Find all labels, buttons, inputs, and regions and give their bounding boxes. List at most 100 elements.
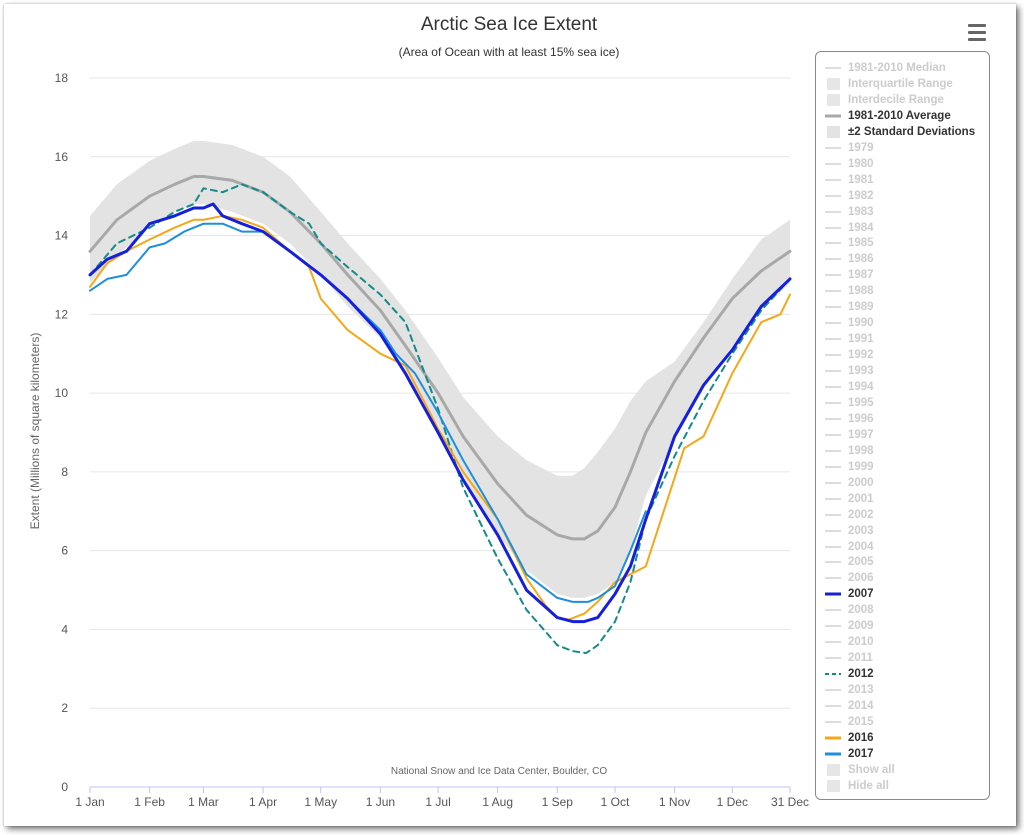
legend-item-label: 2012 <box>848 668 874 681</box>
legend-item[interactable]: 1981-2010 Median <box>824 60 946 76</box>
legend-item-label: 1982 <box>848 189 874 202</box>
legend-line-icon <box>824 525 842 537</box>
legend-line-icon <box>824 493 842 505</box>
legend-item-label: 1980 <box>848 157 874 170</box>
x-tick-label: 1 Jul <box>425 795 450 809</box>
legend-item[interactable]: 1981 <box>824 172 874 188</box>
legend-item[interactable]: 1987 <box>824 267 874 283</box>
x-tick-label: 1 Oct <box>601 795 630 809</box>
legend-item[interactable]: 2009 <box>824 618 874 634</box>
legend-item[interactable]: 1990 <box>824 315 874 331</box>
series-line-2007 <box>88 202 792 624</box>
legend-item[interactable]: 2002 <box>824 507 874 523</box>
legend-item[interactable]: 2011 <box>824 650 873 666</box>
legend-item[interactable]: 2014 <box>824 698 874 714</box>
legend-line-icon <box>824 190 842 202</box>
chart-credit: National Snow and Ice Data Center, Bould… <box>391 766 607 777</box>
legend-item[interactable]: 2008 <box>824 602 874 618</box>
legend-item-label: Show all <box>848 763 895 776</box>
legend-line-icon <box>824 477 842 489</box>
legend-line-icon <box>824 253 842 265</box>
legend-item[interactable]: 2015 <box>824 714 874 730</box>
legend-line-icon <box>824 349 842 361</box>
legend-item[interactable]: Interdecile Range <box>824 92 944 108</box>
legend-item[interactable]: 1996 <box>824 411 874 427</box>
legend-line-icon <box>824 556 842 568</box>
legend-item[interactable]: 1992 <box>824 347 874 363</box>
legend-item[interactable]: 2004 <box>824 539 874 555</box>
legend-item-label: 2013 <box>848 684 874 697</box>
x-tick-label: 1 Jan <box>75 795 104 809</box>
legend-item[interactable]: 2006 <box>824 570 874 586</box>
series-line-2012 <box>89 183 791 655</box>
y-tick-label: 10 <box>55 386 69 400</box>
legend-item-label: 1992 <box>848 349 874 362</box>
legend-item[interactable]: Hide all <box>824 778 889 794</box>
legend-item[interactable]: 1984 <box>824 220 874 236</box>
legend-item[interactable]: 1985 <box>824 235 874 251</box>
legend-line-icon <box>824 748 842 760</box>
legend-box-icon <box>824 77 842 90</box>
legend-line-icon <box>824 333 842 345</box>
legend-item[interactable]: 1979 <box>824 140 874 156</box>
legend-item[interactable]: 2013 <box>824 682 874 698</box>
legend-item[interactable]: 1986 <box>824 251 874 267</box>
legend-item-label: 1999 <box>848 460 874 473</box>
legend-item[interactable]: 2003 <box>824 523 874 539</box>
legend-line-icon <box>824 317 842 329</box>
series-line-2017 <box>89 222 647 603</box>
hamburger-menu-icon[interactable] <box>966 24 990 44</box>
legend-line-icon <box>824 237 842 249</box>
legend-item-label: 2017 <box>848 747 874 760</box>
legend-item[interactable]: ±2 Standard Deviations <box>824 124 975 140</box>
legend-item[interactable]: 2007 <box>824 586 874 602</box>
legend-item[interactable]: 1994 <box>824 379 874 395</box>
legend-item-label: 1995 <box>848 396 874 409</box>
legend-item[interactable]: 1993 <box>824 363 874 379</box>
legend-item[interactable]: 2012 <box>824 666 874 682</box>
legend-item[interactable]: 2017 <box>824 746 874 762</box>
legend-item-label: Interquartile Range <box>848 77 953 90</box>
legend-item[interactable]: 1982 <box>824 188 874 204</box>
legend-box-icon <box>824 763 842 776</box>
legend-item-label: ±2 Standard Deviations <box>848 125 976 138</box>
legend-line-icon <box>824 572 842 584</box>
legend-item[interactable]: 1988 <box>824 283 874 299</box>
legend-item[interactable]: Interquartile Range <box>824 76 953 92</box>
x-tick-label: 1 Sep <box>542 795 574 809</box>
legend-item[interactable]: 2016 <box>824 730 874 746</box>
x-tick-label: 31 Dec <box>771 795 809 809</box>
legend-item-label: 1987 <box>848 269 874 282</box>
legend-item[interactable]: 1980 <box>824 156 874 172</box>
legend-item[interactable]: 1989 <box>824 299 874 315</box>
legend-item-label: 1991 <box>848 333 874 346</box>
std-deviation-band <box>90 141 790 598</box>
legend-item[interactable]: Show all <box>824 762 895 778</box>
chart-title: Arctic Sea Ice Extent <box>421 14 598 35</box>
legend-item[interactable]: 1983 <box>824 204 874 220</box>
legend: 1981-2010 Median Interquartile Range Inter… <box>815 51 990 800</box>
x-tick-label: 1 Aug <box>482 795 513 809</box>
legend-item[interactable]: 1995 <box>824 395 874 411</box>
x-tick-label: 1 Apr <box>249 795 277 809</box>
legend-item-label: 2003 <box>848 524 874 537</box>
legend-line-icon <box>824 636 842 648</box>
legend-item[interactable]: 2010 <box>824 634 874 650</box>
legend-line-icon <box>824 301 842 313</box>
legend-item[interactable]: 2001 <box>824 491 874 507</box>
legend-item-label: 1983 <box>848 205 874 218</box>
legend-item[interactable]: 1999 <box>824 459 874 475</box>
legend-item[interactable]: 1981-2010 Average <box>824 108 951 124</box>
legend-item[interactable]: 1998 <box>824 443 874 459</box>
legend-item[interactable]: 1997 <box>824 427 874 443</box>
legend-item-label: 1984 <box>848 221 874 234</box>
legend-line-icon <box>824 716 842 728</box>
legend-item-label: 2007 <box>848 588 874 601</box>
legend-line-icon <box>824 365 842 377</box>
legend-item[interactable]: 2000 <box>824 475 874 491</box>
legend-line-icon <box>824 174 842 186</box>
legend-item[interactable]: 1991 <box>824 331 874 347</box>
legend-item[interactable]: 2005 <box>824 554 874 570</box>
y-tick-label: 18 <box>55 71 69 85</box>
legend-line-icon <box>824 588 842 600</box>
